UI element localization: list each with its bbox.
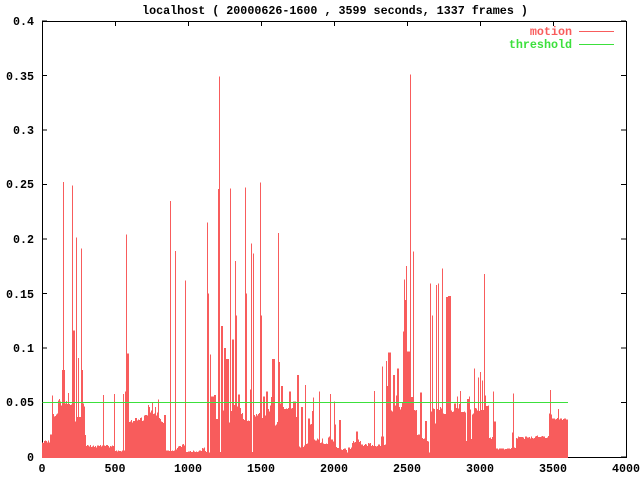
- svg-text:motion: motion: [530, 25, 572, 39]
- svg-text:4000: 4000: [612, 462, 640, 476]
- svg-text:0.15: 0.15: [6, 288, 34, 302]
- svg-text:2500: 2500: [393, 462, 421, 476]
- svg-text:threshold: threshold: [509, 38, 572, 52]
- svg-text:0.35: 0.35: [6, 70, 34, 84]
- svg-text:0.2: 0.2: [13, 233, 34, 247]
- svg-text:0.05: 0.05: [6, 396, 34, 410]
- svg-text:0.1: 0.1: [13, 342, 34, 356]
- svg-text:0.4: 0.4: [13, 15, 34, 29]
- svg-text:500: 500: [104, 462, 125, 476]
- svg-text:3000: 3000: [466, 462, 494, 476]
- svg-text:localhost ( 20000626-1600 , 35: localhost ( 20000626-1600 , 3599 seconds…: [142, 4, 528, 18]
- svg-text:0: 0: [38, 462, 45, 476]
- svg-text:2000: 2000: [320, 462, 348, 476]
- svg-text:0.25: 0.25: [6, 178, 34, 192]
- svg-text:1000: 1000: [174, 462, 202, 476]
- svg-text:1500: 1500: [247, 462, 275, 476]
- svg-text:0.3: 0.3: [13, 124, 34, 138]
- svg-text:3500: 3500: [539, 462, 567, 476]
- svg-text:0: 0: [27, 451, 34, 465]
